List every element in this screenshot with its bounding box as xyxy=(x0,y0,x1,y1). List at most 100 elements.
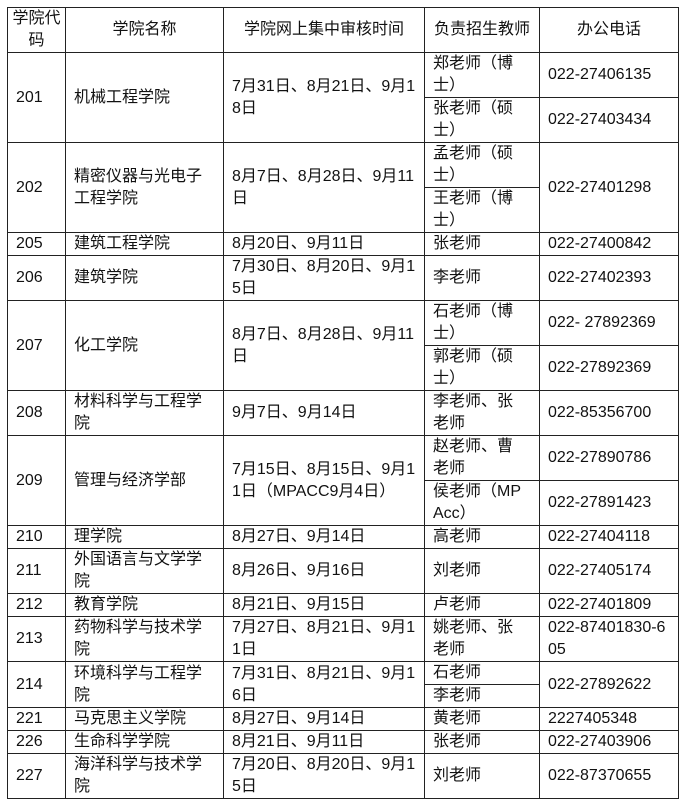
office-phone: 022-27400842 xyxy=(539,232,679,256)
college-code: 212 xyxy=(7,593,66,617)
college-name: 马克思主义学院 xyxy=(65,707,224,731)
office-phone: 022-87370655 xyxy=(539,753,679,799)
teacher: 王老师（博士） xyxy=(424,187,540,233)
teacher: 李老师 xyxy=(424,255,540,301)
college-code: 206 xyxy=(7,255,66,301)
office-phone: 022-27890786 xyxy=(539,435,679,481)
college-name: 理学院 xyxy=(65,525,224,549)
teacher: 李老师 xyxy=(424,684,540,708)
teacher: 高老师 xyxy=(424,525,540,549)
office-phone: 2227405348 xyxy=(539,707,679,731)
table-row: 张老师（硕士） 022-27403434 xyxy=(8,97,679,143)
table-row: 王老师（博士） xyxy=(8,187,679,233)
table-row: 210 理学院 8月27日、9月14日 高老师 022-27404118 xyxy=(7,525,679,549)
table-row: 206 建筑学院 7月30日、8月20日、9月15日 李老师 022-27402393 xyxy=(7,255,679,301)
review-dates: 7月20日、8月20日、9月15日 xyxy=(223,753,425,799)
admissions-table: 学院代码 学院名称 学院网上集中审核时间 负责招生教师 办公电话 201 机械工程… xyxy=(7,7,679,799)
review-dates: 8月21日、9月15日 xyxy=(223,593,425,617)
office-phone: 022-27401809 xyxy=(539,593,679,617)
office-phone: 022-27403906 xyxy=(539,730,679,754)
office-phone: 022-27405174 xyxy=(539,548,679,594)
college-name: 海洋科学与技术学院 xyxy=(65,753,224,799)
college-name: 建筑工程学院 xyxy=(65,232,224,256)
college-name: 环境科学与工程学院 xyxy=(65,661,224,708)
table-row: 201 机械工程学院 7月31日、8月21日、9月18日 郑老师（博士） 022-274… xyxy=(7,52,679,143)
college-code: 207 xyxy=(7,300,66,391)
teacher: 张老师 xyxy=(424,232,540,256)
office-phone: 022-27402393 xyxy=(539,255,679,301)
teacher: 刘老师 xyxy=(424,753,540,799)
review-dates: 8月7日、8月28日、9月11日 xyxy=(223,300,425,391)
teacher: 侯老师（MPAcc） xyxy=(424,480,540,526)
office-phone: 022-27404118 xyxy=(539,525,679,549)
header-row: 学院代码 学院名称 学院网上集中审核时间 负责招生教师 办公电话 xyxy=(7,7,679,53)
office-phone: 022-27891423 xyxy=(539,480,679,526)
college-code: 211 xyxy=(7,548,66,594)
table-row: 214 环境科学与工程学院 7月31日、8月21日、9月16日 石老师 022-2789… xyxy=(7,661,679,708)
table-row: 202 精密仪器与光电子工程学院 8月7日、8月28日、9月11日 孟老师（硕士） 02… xyxy=(7,142,679,233)
teacher: 黄老师 xyxy=(424,707,540,731)
college-name: 建筑学院 xyxy=(65,255,224,301)
teacher: 姚老师、张老师 xyxy=(424,616,540,662)
table-row: 208 材料科学与工程学院 9月7日、9月14日 李老师、张老师 022-8535670… xyxy=(7,390,679,436)
teacher: 张老师 xyxy=(424,730,540,754)
college-code: 227 xyxy=(7,753,66,799)
header-phone: 办公电话 xyxy=(539,7,679,53)
table-row: 227 海洋科学与技术学院 7月20日、8月20日、9月15日 刘老师 022-8737… xyxy=(7,753,679,799)
teacher: 郑老师（博士） xyxy=(424,52,540,98)
teacher: 刘老师 xyxy=(424,548,540,594)
office-phone: 022-27401298 xyxy=(539,142,679,233)
college-code: 205 xyxy=(7,232,66,256)
teacher: 孟老师（硕士） xyxy=(424,142,540,188)
college-code: 208 xyxy=(7,390,66,436)
college-name: 机械工程学院 xyxy=(65,52,224,143)
table-row: 侯老师（MPAcc） 022-27891423 xyxy=(8,480,679,526)
review-dates: 7月31日、8月21日、9月16日 xyxy=(223,661,425,708)
teacher: 李老师、张老师 xyxy=(424,390,540,436)
college-name: 管理与经济学部 xyxy=(65,435,224,526)
teacher: 张老师（硕士） xyxy=(424,97,540,143)
college-name: 生命科学学院 xyxy=(65,730,224,754)
table-row: 226 生命科学学院 8月21日、9月11日 张老师 022-27403906 xyxy=(7,730,679,754)
table-row: 221 马克思主义学院 8月27日、9月14日 黄老师 2227405348 xyxy=(7,707,679,731)
office-phone: 022-27892622 xyxy=(539,661,679,708)
review-dates: 7月30日、8月20日、9月15日 xyxy=(223,255,425,301)
college-name: 化工学院 xyxy=(65,300,224,391)
college-code: 213 xyxy=(7,616,66,662)
college-name: 外国语言与文学学院 xyxy=(65,548,224,594)
review-dates: 8月20日、9月11日 xyxy=(223,232,425,256)
office-phone: 022-27892369 xyxy=(539,345,679,391)
table-row: 212 教育学院 8月21日、9月15日 卢老师 022-27401809 xyxy=(7,593,679,617)
review-dates: 7月15日、8月15日、9月11日（MPACC9月4日） xyxy=(223,435,425,526)
college-name: 药物科学与技术学院 xyxy=(65,616,224,662)
table-row: 207 化工学院 8月7日、8月28日、9月11日 石老师（博士） 022- 27892… xyxy=(7,300,679,391)
college-code: 226 xyxy=(7,730,66,754)
review-dates: 8月21日、9月11日 xyxy=(223,730,425,754)
teacher: 石老师（博士） xyxy=(424,300,540,346)
office-phone: 022-27403434 xyxy=(539,97,679,143)
header-code: 学院代码 xyxy=(7,7,66,53)
teacher: 石老师 xyxy=(424,661,540,685)
review-dates: 8月27日、9月14日 xyxy=(223,707,425,731)
header-dates: 学院网上集中审核时间 xyxy=(223,7,425,53)
table-row: 211 外国语言与文学学院 8月26日、9月16日 刘老师 022-27405174 xyxy=(7,548,679,594)
review-dates: 8月27日、9月14日 xyxy=(223,525,425,549)
office-phone: 022-27406135 xyxy=(539,52,679,98)
review-dates: 9月7日、9月14日 xyxy=(223,390,425,436)
teacher: 卢老师 xyxy=(424,593,540,617)
review-dates: 8月26日、9月16日 xyxy=(223,548,425,594)
header-name: 学院名称 xyxy=(65,7,224,53)
college-code: 221 xyxy=(7,707,66,731)
table-row: 209 管理与经济学部 7月15日、8月15日、9月11日（MPACC9月4日） 赵老… xyxy=(7,435,679,526)
college-code: 201 xyxy=(7,52,66,143)
table-row: 205 建筑工程学院 8月20日、9月11日 张老师 022-27400842 xyxy=(7,232,679,256)
college-code: 202 xyxy=(7,142,66,233)
office-phone: 022-87401830-605 xyxy=(539,616,679,662)
table-row: 郭老师（硕士） 022-27892369 xyxy=(8,345,679,391)
college-name: 材料科学与工程学院 xyxy=(65,390,224,436)
office-phone: 022-85356700 xyxy=(539,390,679,436)
header-teacher: 负责招生教师 xyxy=(424,7,540,53)
college-code: 209 xyxy=(7,435,66,526)
review-dates: 8月7日、8月28日、9月11日 xyxy=(223,142,425,233)
teacher: 郭老师（硕士） xyxy=(424,345,540,391)
